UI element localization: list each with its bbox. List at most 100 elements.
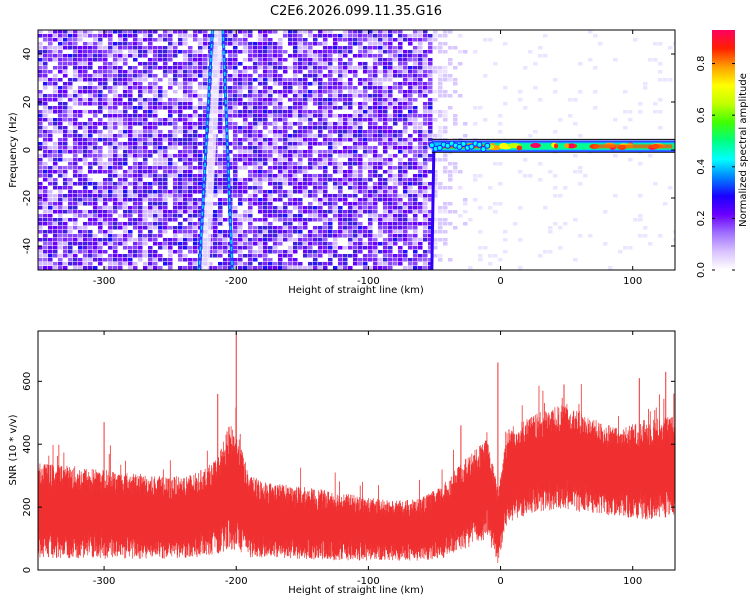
heatmap-cell xyxy=(158,134,163,138)
heatmap-cell xyxy=(358,170,363,174)
heatmap-cell xyxy=(383,266,388,270)
heatmap-cell xyxy=(383,198,388,202)
heatmap-cell xyxy=(333,98,338,102)
heatmap-cell xyxy=(148,114,153,118)
heatmap-cell xyxy=(368,218,373,222)
heatmap-cell xyxy=(88,202,93,206)
heatmap-cell xyxy=(113,58,118,62)
heatmap-cell xyxy=(428,90,433,94)
heatmap-cell xyxy=(318,226,323,230)
heatmap-cell xyxy=(318,254,323,258)
heatmap-cell xyxy=(243,134,248,138)
heatmap-cell xyxy=(278,182,283,186)
heatmap-cell xyxy=(368,46,373,50)
heatmap-cell xyxy=(283,150,288,154)
heatmap-cell xyxy=(248,106,253,110)
heatmap-cell xyxy=(43,170,48,174)
heatmap-cell xyxy=(58,210,63,214)
heatmap-cell xyxy=(293,62,298,66)
heatmap-cell xyxy=(198,74,203,78)
heatmap-cell xyxy=(638,218,643,222)
heatmap-cell xyxy=(148,142,153,146)
heatmap-cell xyxy=(263,150,268,154)
colorbar-tick-label: 0.4 xyxy=(696,159,707,175)
heatmap-cell xyxy=(258,262,263,266)
heatmap-cell xyxy=(93,146,98,150)
heatmap-cell xyxy=(403,250,408,254)
heatmap-cell xyxy=(58,94,63,98)
heatmap-cell xyxy=(273,138,278,142)
heatmap-cell xyxy=(193,250,198,254)
heatmap-cell xyxy=(278,170,283,174)
heatmap-cell xyxy=(243,242,248,246)
heatmap-cell xyxy=(348,38,353,42)
heatmap-cell xyxy=(158,86,163,90)
heatmap-cell xyxy=(318,86,323,90)
heatmap-cell xyxy=(108,222,113,226)
heatmap-cell xyxy=(313,34,318,38)
heatmap-cell xyxy=(653,42,658,46)
heatmap-cell xyxy=(138,138,143,142)
heatmap-cell xyxy=(428,246,433,250)
heatmap-cell xyxy=(88,262,93,266)
heatmap-cell xyxy=(358,102,363,106)
heatmap-cell xyxy=(133,238,138,242)
heatmap-cell xyxy=(363,190,368,194)
heatmap-cell xyxy=(313,142,318,146)
heatmap-cell xyxy=(78,178,83,182)
heatmap-cell xyxy=(513,222,518,226)
heatmap-cell xyxy=(243,238,248,242)
heatmap-cell xyxy=(88,134,93,138)
heatmap-cell xyxy=(173,82,178,86)
heatmap-cell xyxy=(303,138,308,142)
heatmap-cell xyxy=(78,138,83,142)
heatmap-cell xyxy=(53,162,58,166)
heatmap-cell xyxy=(253,134,258,138)
heatmap-cell xyxy=(218,158,223,162)
heatmap-cell xyxy=(358,130,363,134)
heatmap-cell xyxy=(343,94,348,98)
heatmap-cell xyxy=(368,50,373,54)
heatmap-cell xyxy=(413,218,418,222)
heatmap-cell xyxy=(188,158,193,162)
heatmap-cell xyxy=(488,262,493,266)
heatmap-cell xyxy=(108,258,113,262)
heatmap-cell xyxy=(123,30,128,34)
heatmap-cell xyxy=(88,30,93,34)
heatmap-cell xyxy=(433,118,438,122)
heatmap-cell xyxy=(373,138,378,142)
heatmap-cell xyxy=(98,226,103,230)
heatmap-cell xyxy=(198,222,203,226)
heatmap-cell xyxy=(438,134,443,138)
heatmap-cell xyxy=(363,70,368,74)
heatmap-cell xyxy=(323,66,328,70)
heatmap-cell xyxy=(73,54,78,58)
heatmap-cell xyxy=(233,186,238,190)
heatmap-cell xyxy=(168,70,173,74)
heatmap-cell xyxy=(448,178,453,182)
heatmap-cell xyxy=(373,94,378,98)
heatmap-cell xyxy=(258,74,263,78)
heatmap-cell xyxy=(58,258,63,262)
heatmap-cell xyxy=(103,178,108,182)
heatmap-cell xyxy=(418,86,423,90)
heatmap-cell xyxy=(368,98,373,102)
heatmap-cell xyxy=(308,150,313,154)
heatmap-cell xyxy=(128,190,133,194)
heatmap-cell xyxy=(273,98,278,102)
heatmap-cell xyxy=(178,126,183,130)
heatmap-cell xyxy=(428,70,433,74)
heatmap-cell xyxy=(248,54,253,58)
heatmap-cell xyxy=(328,62,333,66)
heatmap-cell xyxy=(213,230,218,234)
heatmap-cell xyxy=(373,106,378,110)
heatmap-cell xyxy=(73,154,78,158)
heatmap-cell xyxy=(393,50,398,54)
heatmap-cell xyxy=(378,34,383,38)
heatmap-cell xyxy=(108,74,113,78)
heatmap-cell xyxy=(158,66,163,70)
heatmap-cell xyxy=(548,226,553,230)
heatmap-cell xyxy=(43,74,48,78)
heatmap-cell xyxy=(88,50,93,54)
heatmap-cell xyxy=(388,106,393,110)
